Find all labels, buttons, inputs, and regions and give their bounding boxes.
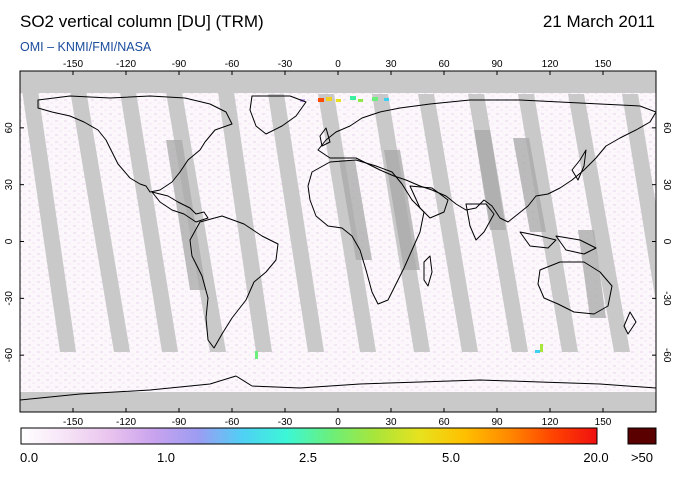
data-source: OMI – KNMI/FMI/NASA xyxy=(20,40,152,54)
lat-label-right: -60 xyxy=(661,348,672,363)
lat-label-right: 0 xyxy=(661,239,672,245)
lon-label-top: 30 xyxy=(385,59,397,70)
lon-label-bottom: 90 xyxy=(491,417,503,428)
lat-label-right: -30 xyxy=(661,291,672,306)
lon-label-bottom: -30 xyxy=(278,417,293,428)
map-title: SO2 vertical column [DU] (TRM) xyxy=(20,12,264,31)
lon-label-top: 150 xyxy=(595,59,612,70)
colorbar-label: 5.0 xyxy=(441,450,461,465)
lon-label-top: -120 xyxy=(116,59,136,70)
lon-label-top: 90 xyxy=(491,59,503,70)
colorbar xyxy=(20,427,598,445)
lat-label-left: -30 xyxy=(4,291,15,306)
lon-label-bottom: -150 xyxy=(63,417,83,428)
lat-label-right: 60 xyxy=(661,122,672,134)
lat-label-right: 30 xyxy=(661,179,672,191)
lon-label-top: -150 xyxy=(63,59,83,70)
lon-label-bottom: 0 xyxy=(335,417,341,428)
colorbar-label: 1.0 xyxy=(156,450,176,465)
lon-label-bottom: 120 xyxy=(542,417,559,428)
lat-label-left: 60 xyxy=(4,122,15,134)
south-polar-mask xyxy=(20,392,656,412)
lon-label-top: -30 xyxy=(278,59,293,70)
lon-label-bottom: -120 xyxy=(116,417,136,428)
lon-label-top: -60 xyxy=(225,59,240,70)
axis-labels: -150 -150 -120 -120 -90 -90 -60 -60 -30 -30 0 0 30 30… xyxy=(4,59,672,428)
colorbar-label: 0.0 xyxy=(20,450,39,465)
colorbar-label: >50 xyxy=(630,450,654,465)
coastlines xyxy=(20,95,656,401)
lon-label-top: -90 xyxy=(172,59,187,70)
lat-label-left: 0 xyxy=(4,238,15,244)
axis-ticks xyxy=(20,71,656,412)
lon-label-top: 120 xyxy=(542,59,559,70)
lon-label-bottom: 30 xyxy=(385,417,397,428)
map-date: 21 March 2011 xyxy=(542,12,655,31)
north-polar-mask xyxy=(20,71,656,93)
lon-label-bottom: -60 xyxy=(225,417,240,428)
lon-label-bottom: 60 xyxy=(438,417,450,428)
lon-label-bottom: 150 xyxy=(595,417,612,428)
colorbar-label: 20.0 xyxy=(583,450,609,465)
lon-label-top: 60 xyxy=(438,59,450,70)
colorbar-label: 2.5 xyxy=(298,450,318,465)
lat-label-left: -60 xyxy=(4,348,15,363)
lon-label-top: 0 xyxy=(335,59,341,70)
lat-label-left: 30 xyxy=(4,179,15,191)
colorbar-overflow-swatch xyxy=(627,427,657,445)
lon-label-bottom: -90 xyxy=(172,417,187,428)
